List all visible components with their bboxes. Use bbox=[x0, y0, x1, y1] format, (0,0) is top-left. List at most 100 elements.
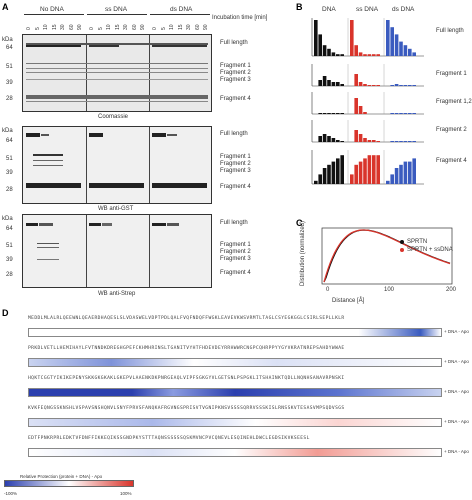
b-bar bbox=[399, 141, 403, 142]
b-bar bbox=[354, 130, 358, 142]
panel-b-bar-grid bbox=[311, 18, 424, 185]
b-row-fragment-4: Fragment 4 bbox=[436, 158, 467, 164]
blot3-band-fragment-3: Fragment 3 bbox=[220, 256, 251, 262]
b-bar bbox=[363, 138, 367, 142]
b-bar bbox=[386, 180, 390, 184]
blot3-band-fragment-4: Fragment 4 bbox=[220, 270, 251, 276]
b-bar bbox=[331, 138, 336, 142]
b-bar bbox=[403, 161, 408, 184]
b-bar bbox=[376, 141, 380, 142]
b-bar bbox=[350, 174, 354, 184]
b-group-dna: DNA bbox=[322, 6, 336, 13]
b-bar bbox=[350, 20, 354, 56]
b-bar bbox=[390, 27, 394, 56]
b-bar bbox=[340, 54, 344, 56]
blot2-band-fragment-1: Fragment 1 bbox=[220, 154, 251, 160]
blot1-band-fragment-3: Fragment 3 bbox=[220, 77, 251, 83]
time-tick: 0 bbox=[26, 27, 32, 30]
time-tick: 90 bbox=[203, 24, 209, 30]
sequence-line: KVKFEQNGSSKNSHLVSPAVSNSHQNVLSNYFPRVSFANQ… bbox=[28, 406, 345, 411]
blot1-band-fragment-1: Fragment 1 bbox=[220, 63, 251, 69]
b-bar bbox=[322, 113, 327, 114]
b-bar bbox=[403, 45, 408, 56]
b-bar bbox=[399, 164, 403, 184]
b-bar bbox=[376, 85, 380, 86]
panel-c-letter: C bbox=[296, 218, 303, 228]
b-bar bbox=[376, 155, 380, 184]
colorbar-max: 100% bbox=[120, 491, 132, 496]
marker-64-2: 64 bbox=[6, 138, 13, 144]
colorbar-label: Relative Protection (protein + DNA) - Ap… bbox=[20, 474, 103, 479]
b-bar bbox=[354, 98, 358, 114]
wb-anti-gst-blot bbox=[22, 126, 212, 204]
b-bar bbox=[322, 168, 327, 184]
marker-28-1: 28 bbox=[6, 96, 13, 102]
heatmap-row-legend: + DNA - Apo bbox=[444, 449, 469, 454]
marker-28-3: 28 bbox=[6, 272, 13, 278]
c-xtick-200: 200 bbox=[446, 287, 457, 293]
blot1-band-fragment-2: Fragment 2 bbox=[220, 70, 251, 76]
c-legend-ssdna: SPRTN + ssDNA bbox=[407, 247, 453, 253]
b-bar bbox=[336, 113, 340, 114]
b-bar bbox=[314, 20, 318, 56]
b-bar bbox=[336, 54, 340, 56]
marker-39-1: 39 bbox=[6, 80, 13, 86]
b-bar bbox=[318, 174, 322, 184]
b-bar bbox=[376, 54, 380, 56]
time-tick: 90 bbox=[140, 24, 146, 30]
b-bar bbox=[354, 45, 358, 56]
time-tick: 5 bbox=[97, 27, 104, 30]
c-curve-ssdna bbox=[323, 229, 451, 283]
b-bar bbox=[336, 140, 340, 142]
c-xlabel: Distance [Å] bbox=[332, 298, 365, 304]
b-row-full-length: Full length bbox=[436, 28, 464, 34]
b-bar bbox=[372, 140, 376, 142]
b-bar bbox=[412, 158, 416, 184]
blot2-band-full-length: Full length bbox=[220, 131, 248, 137]
panel-c-chart bbox=[321, 227, 453, 285]
heatmap-row-legend: + DNA - Apo bbox=[444, 389, 469, 394]
sequence-line: MEDDLMLALRLQEEWNLQEAERDHAQESLSLVDASWELVD… bbox=[28, 316, 345, 321]
b-bar bbox=[331, 52, 336, 56]
b-bar bbox=[390, 141, 394, 142]
wb-anti-strep-blot bbox=[22, 214, 212, 288]
time-tick: 60 bbox=[68, 24, 75, 30]
b-bar bbox=[322, 45, 327, 56]
group-line-3 bbox=[150, 14, 210, 15]
b-bar bbox=[363, 54, 367, 56]
b-row-fragment-1: Fragment 1 bbox=[436, 71, 467, 77]
colorbar bbox=[4, 480, 134, 487]
blot2-band-fragment-3: Fragment 3 bbox=[220, 168, 251, 174]
b-bar bbox=[354, 164, 358, 184]
b-row-fragment-2: Fragment 2 bbox=[436, 127, 467, 133]
b-bar bbox=[394, 34, 399, 56]
b-bar bbox=[399, 85, 403, 86]
b-bar bbox=[394, 113, 399, 114]
kda-label-1: kDa bbox=[2, 37, 13, 43]
b-bar bbox=[322, 76, 327, 86]
group-label-no-dna: No DNA bbox=[40, 6, 64, 13]
b-bar bbox=[363, 84, 367, 86]
time-tick: 0 bbox=[89, 27, 95, 30]
b-bar bbox=[318, 34, 322, 56]
time-tick: 15 bbox=[51, 24, 58, 30]
time-tick: 30 bbox=[123, 24, 129, 30]
heatmap-row bbox=[28, 328, 442, 337]
time-tick: 5 bbox=[160, 27, 167, 30]
blot3-band-fragment-1: Fragment 1 bbox=[220, 242, 251, 248]
b-bar bbox=[403, 141, 408, 142]
time-tick: 10 bbox=[106, 24, 112, 30]
heatmap-row bbox=[28, 448, 442, 457]
b-bar bbox=[358, 82, 363, 86]
b-bar bbox=[408, 141, 412, 142]
b-bar bbox=[412, 113, 416, 114]
time-tick: 60 bbox=[194, 24, 201, 30]
incubation-time-label: Incubation time [min] bbox=[212, 15, 268, 21]
time-tick: 15 bbox=[114, 24, 121, 30]
c-ylabel: Distribution (normalized) bbox=[300, 220, 306, 286]
b-bar bbox=[408, 161, 412, 184]
time-tick: 90 bbox=[77, 24, 83, 30]
b-bar bbox=[390, 174, 394, 184]
b-bar bbox=[358, 106, 363, 114]
heatmap-row-legend: + DNA - Apo bbox=[444, 359, 469, 364]
